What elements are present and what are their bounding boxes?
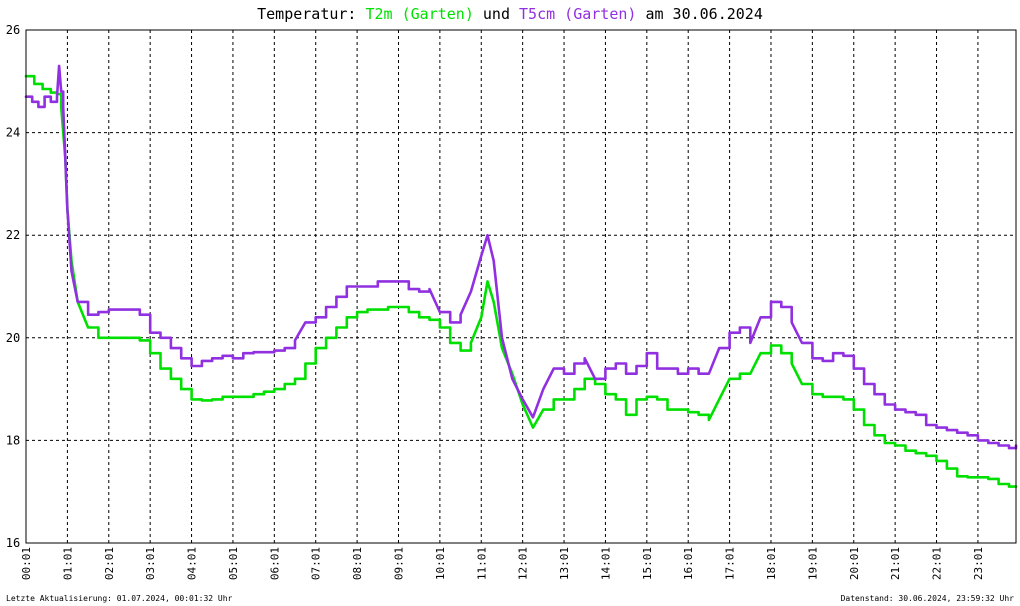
x-tick-label: 09:01 xyxy=(392,547,405,580)
x-tick-label: 21:01 xyxy=(889,547,902,580)
x-tick-label: 16:01 xyxy=(682,547,695,580)
title-prefix: Temperatur: xyxy=(257,5,365,23)
x-tick-label: 02:01 xyxy=(103,547,116,580)
x-tick-label: 10:01 xyxy=(434,547,447,580)
y-tick-label: 18 xyxy=(6,433,20,447)
title-suffix: am 30.06.2024 xyxy=(636,5,762,23)
x-tick-label: 12:01 xyxy=(517,547,530,580)
x-tick-label: 04:01 xyxy=(186,547,199,580)
x-tick-label: 23:01 xyxy=(972,547,985,580)
x-tick-label: 01:01 xyxy=(61,547,74,580)
title-connector: und xyxy=(474,5,519,23)
x-tick-label: 08:01 xyxy=(351,547,364,580)
x-tick-label: 17:01 xyxy=(724,547,737,580)
series-line-t5cm xyxy=(24,64,1018,450)
x-tick-label: 19:01 xyxy=(806,547,819,580)
plot-frame xyxy=(25,29,1017,544)
x-tick-label: 11:01 xyxy=(475,547,488,580)
y-tick-label: 16 xyxy=(6,536,20,550)
y-axis-ticks: 16 18 20 22 24 26 xyxy=(6,23,20,550)
footer-data-state: Datenstand: 30.06.2024, 23:59:32 Uhr xyxy=(841,594,1015,603)
series-lines xyxy=(24,64,1018,488)
x-tick-label: 03:01 xyxy=(144,547,157,580)
x-tick-label: 20:01 xyxy=(848,547,861,580)
x-tick-label: 22:01 xyxy=(931,547,944,580)
x-tick-label: 07:01 xyxy=(310,547,323,580)
title-series-t2m: T2m (Garten) xyxy=(366,5,474,23)
x-tick-label: 15:01 xyxy=(641,547,654,580)
y-tick-label: 22 xyxy=(6,228,20,242)
y-tick-label: 20 xyxy=(6,331,20,345)
title-series-t5cm: T5cm (Garten) xyxy=(519,5,636,23)
x-tick-label: 00:01 xyxy=(20,547,33,580)
x-tick-label: 18:01 xyxy=(765,547,778,580)
x-tick-label: 14:01 xyxy=(599,547,612,580)
x-axis-ticks: 00:01 01:01 02:01 03:01 04:01 05:01 06:01 07:01… xyxy=(20,547,985,580)
x-tick-label: 05:01 xyxy=(227,547,240,580)
chart-title: Temperatur: T2m (Garten) und T5cm (Garte… xyxy=(257,5,763,23)
y-tick-label: 26 xyxy=(6,23,20,37)
x-tick-label: 13:01 xyxy=(558,547,571,580)
grid-lines xyxy=(26,30,1016,543)
y-tick-label: 24 xyxy=(6,126,20,140)
footer-last-update: Letzte Aktualisierung: 01.07.2024, 00:01… xyxy=(6,594,233,603)
x-tick-label: 06:01 xyxy=(268,547,281,580)
